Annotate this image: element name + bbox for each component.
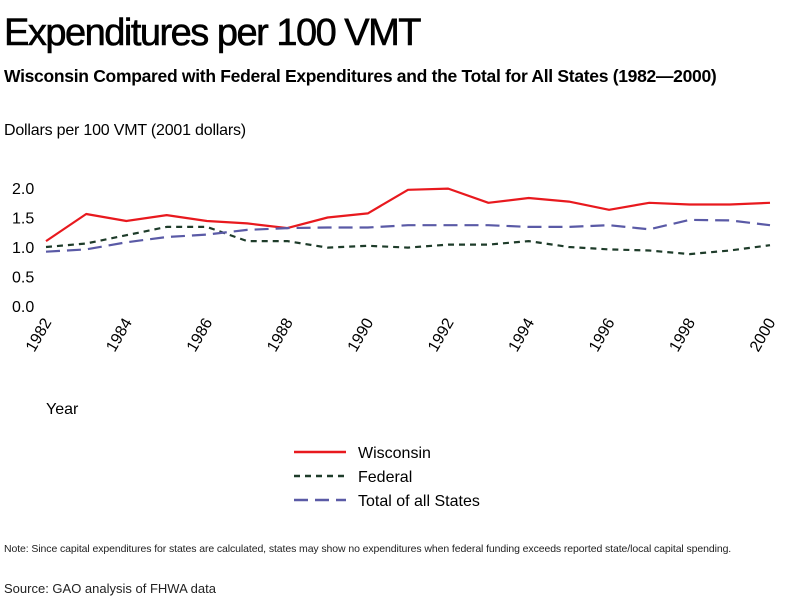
x-axis-label: Year [46, 401, 79, 418]
x-tick-label: 2000 [747, 315, 780, 354]
y-tick-label: 1.0 [12, 240, 34, 257]
x-tick-label: 1984 [103, 315, 136, 354]
x-axis-ticks: 1982 1984 1986 1988 1990 1992 1994 1996 1998 2000 [23, 315, 780, 354]
y-tick-label: 1.5 [12, 211, 34, 228]
source-note: Source: GAO analysis of FHWA data [4, 581, 216, 596]
line-chart: 0.0 0.5 1.0 1.5 2.0 1982 1984 1986 1988 1990 1992… [12, 181, 780, 510]
legend-label: Total of all States [358, 493, 480, 510]
x-tick-label: 1998 [667, 315, 700, 354]
y-tick-label: 0.5 [12, 270, 34, 287]
series-line-wisconsin [45, 187, 771, 243]
y-axis-label: Dollars per 100 VMT (2001 dollars) [4, 122, 246, 139]
series-line-federal [45, 225, 771, 256]
x-tick-label: 1982 [23, 315, 56, 354]
series-line-total-of-all-states [45, 218, 771, 253]
legend-label: Wisconsin [358, 445, 431, 462]
chart-subtitle: Wisconsin Compared with Federal Expendit… [4, 66, 717, 86]
x-tick-label: 1986 [184, 315, 217, 354]
x-tick-label: 1990 [345, 315, 378, 354]
x-tick-label: 1988 [264, 315, 297, 354]
x-tick-label: 1996 [586, 315, 619, 354]
y-tick-label: 2.0 [12, 181, 34, 198]
y-tick-label: 0.0 [12, 299, 34, 316]
x-tick-label: 1994 [506, 315, 539, 354]
legend: Wisconsin Federal Total of all States [294, 445, 480, 510]
chart-title: Expenditures per 100 VMT [4, 12, 422, 55]
legend-label: Federal [358, 469, 412, 486]
series-lines [45, 187, 771, 256]
x-tick-label: 1992 [425, 315, 458, 354]
footnote: Note: Since capital expenditures for sta… [4, 543, 732, 555]
y-axis-ticks: 0.0 0.5 1.0 1.5 2.0 [12, 181, 34, 316]
